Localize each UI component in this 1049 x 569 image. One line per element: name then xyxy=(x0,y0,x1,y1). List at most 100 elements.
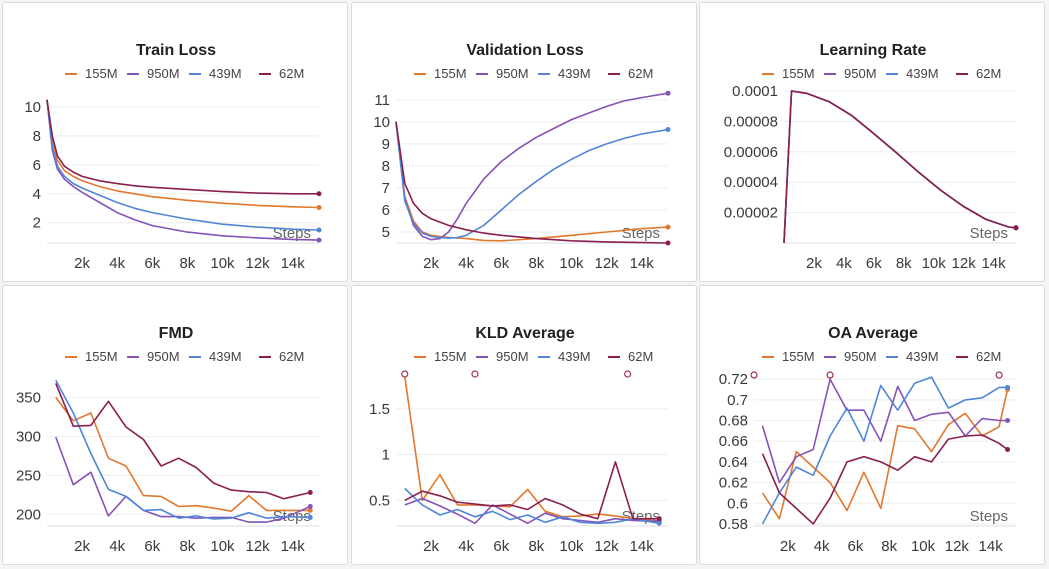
series-line-155m[interactable] xyxy=(55,396,311,512)
legend-item-62m[interactable]: 62M xyxy=(259,349,304,364)
y-tick-label: 2 xyxy=(33,215,41,232)
x-tick-label: 12k xyxy=(245,255,270,272)
legend-label-155m: 155M xyxy=(85,349,118,364)
legend-item-950m[interactable]: 950M xyxy=(127,66,180,81)
y-tick-label: 7 xyxy=(382,180,390,197)
series-line-439m[interactable] xyxy=(783,90,1017,244)
panel-validation-loss[interactable]: Validation Loss 155M 950M 439M 62M 5 6 7 8 9 10 11 2… xyxy=(351,2,697,282)
legend-item-155m[interactable]: 155M xyxy=(414,349,467,364)
legend-label-155m: 155M xyxy=(434,349,467,364)
x-tick-label: 12k xyxy=(594,538,619,555)
series-end-point-155m xyxy=(316,205,322,211)
x-tick-label: 14k xyxy=(281,255,306,272)
panel-oa-average[interactable]: OA Average 155M 950M 439M 62M 0.58 0.6 0.62 0.64… xyxy=(699,285,1045,565)
legend-item-950m[interactable]: 950M xyxy=(127,349,180,364)
series-line-155m[interactable] xyxy=(761,389,1009,520)
x-tick-label: 2k xyxy=(74,255,90,272)
panel-train-loss[interactable]: Train Loss 155M 950M 439M 62M 2 4 6 8 10 2k 4k 6k 8k 1… xyxy=(2,2,348,282)
series-line-950m[interactable] xyxy=(395,92,669,241)
series-end-point-439m xyxy=(307,514,313,520)
series-line-439m[interactable] xyxy=(761,376,1008,525)
series-end-point-950m xyxy=(1005,418,1011,424)
panel-fmd[interactable]: FMD 155M 950M 439M 62M 200 250 300 350 2k 4k 6k 8k 10… xyxy=(2,285,348,565)
legend-item-439m[interactable]: 439M xyxy=(189,66,242,81)
series-line-439m[interactable] xyxy=(395,121,669,239)
series-line-62m[interactable] xyxy=(46,99,319,195)
series-line-950m[interactable] xyxy=(404,497,660,525)
x-tick-label: 10k xyxy=(559,255,584,272)
y-tick-label: 0.64 xyxy=(719,454,748,471)
legend-item-950m[interactable]: 950M xyxy=(476,349,529,364)
legend-label-62m: 62M xyxy=(279,66,304,81)
legend-label-439m: 439M xyxy=(209,349,242,364)
series-end-point-62m xyxy=(316,191,322,197)
series-line-950m[interactable] xyxy=(761,378,1008,484)
y-tick-label: 250 xyxy=(16,467,41,484)
legend-label-62m: 62M xyxy=(279,349,304,364)
legend-item-439m[interactable]: 439M xyxy=(538,349,591,364)
legend-label-950m: 950M xyxy=(496,349,529,364)
y-tick-label: 9 xyxy=(382,136,390,153)
legend-item-155m[interactable]: 155M xyxy=(762,349,815,364)
legend-item-155m[interactable]: 155M xyxy=(414,66,467,81)
legend-item-439m[interactable]: 439M xyxy=(538,66,591,81)
outlier-marker xyxy=(471,370,479,378)
x-tick-label: 4k xyxy=(458,255,474,272)
y-tick-label: 0.5 xyxy=(369,492,390,509)
legend-item-155m[interactable]: 155M xyxy=(65,66,118,81)
series-line-950m[interactable] xyxy=(55,436,311,523)
y-tick-label: 0.72 xyxy=(719,371,748,388)
series-line-439m[interactable] xyxy=(404,487,660,525)
x-tick-label: 12k xyxy=(245,538,270,555)
legend-label-439m: 439M xyxy=(209,66,242,81)
series-end-point-439m xyxy=(316,227,322,233)
legend-label-62m: 62M xyxy=(628,349,653,364)
legend-item-62m[interactable]: 62M xyxy=(608,349,653,364)
legend-label-155m: 155M xyxy=(434,66,467,81)
panel-learning-rate[interactable]: Learning Rate 155M 950M 439M 62M 0.00002 0.000… xyxy=(699,2,1045,282)
x-tick-label: 8k xyxy=(179,255,195,272)
legend-item-62m[interactable]: 62M xyxy=(956,349,1001,364)
series-line-62m[interactable] xyxy=(761,434,1008,525)
oa-average-chart: OA Average 155M 950M 439M 62M 0.58 0.6 0.62 0.64… xyxy=(719,325,1016,555)
series-line-155m[interactable] xyxy=(395,121,669,242)
series-line-62m[interactable] xyxy=(55,383,311,500)
series-line-439m[interactable] xyxy=(46,99,320,231)
x-tick-label: 10k xyxy=(210,255,235,272)
x-tick-label: 14k xyxy=(979,538,1004,555)
series-line-950m[interactable] xyxy=(46,99,320,241)
series-end-point-62m xyxy=(307,489,313,495)
series-line-155m[interactable] xyxy=(404,376,660,523)
x-tick-label: 12k xyxy=(945,538,970,555)
legend-item-439m[interactable]: 439M xyxy=(189,349,242,364)
legend-item-950m[interactable]: 950M xyxy=(476,66,529,81)
y-tick-label: 4 xyxy=(33,186,41,203)
series-line-950m[interactable] xyxy=(783,90,1017,244)
legend-item-439m[interactable]: 439M xyxy=(886,66,939,81)
series-end-point-62m xyxy=(656,516,662,522)
legend-item-950m[interactable]: 950M xyxy=(824,349,877,364)
legend-label-950m: 950M xyxy=(147,66,180,81)
x-tick-label: 6k xyxy=(493,255,509,272)
legend-item-950m[interactable]: 950M xyxy=(824,66,877,81)
series-line-62m[interactable] xyxy=(783,90,1017,244)
x-tick-label: 4k xyxy=(458,538,474,555)
series-line-439m[interactable] xyxy=(55,379,311,520)
legend-item-62m[interactable]: 62M xyxy=(259,66,304,81)
train-loss-title: Train Loss xyxy=(136,42,216,59)
legend-item-62m[interactable]: 62M xyxy=(956,66,1001,81)
series-line-62m[interactable] xyxy=(395,121,669,244)
legend-item-439m[interactable]: 439M xyxy=(886,349,939,364)
legend-item-155m[interactable]: 155M xyxy=(65,349,118,364)
panel-kld-average[interactable]: KLD Average 155M 950M 439M 62M 0.5 1 1.5 2k 4k 6k 8… xyxy=(351,285,697,565)
x-tick-label: 8k xyxy=(896,255,912,272)
legend-label-62m: 62M xyxy=(976,66,1001,81)
legend-item-62m[interactable]: 62M xyxy=(608,66,653,81)
series-line-155m[interactable] xyxy=(46,99,320,209)
x-tick-label: 10k xyxy=(911,538,936,555)
series-line-155m[interactable] xyxy=(783,90,1017,244)
series-line-62m[interactable] xyxy=(404,461,660,520)
x-tick-label: 2k xyxy=(806,255,822,272)
learning-rate-chart: Learning Rate 155M 950M 439M 62M 0.00002 0.000… xyxy=(724,42,1019,272)
legend-item-155m[interactable]: 155M xyxy=(762,66,815,81)
